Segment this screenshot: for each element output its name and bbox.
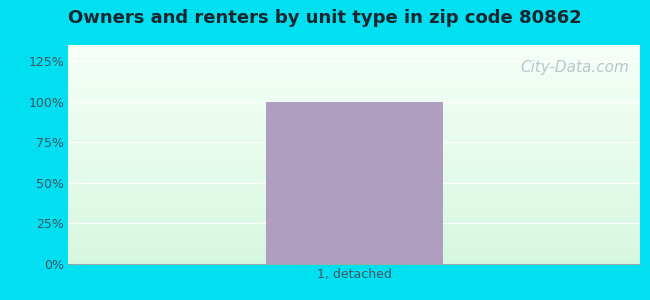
Bar <box>266 102 443 264</box>
Text: City-Data.com: City-Data.com <box>520 60 629 75</box>
Text: Owners and renters by unit type in zip code 80862: Owners and renters by unit type in zip c… <box>68 9 582 27</box>
